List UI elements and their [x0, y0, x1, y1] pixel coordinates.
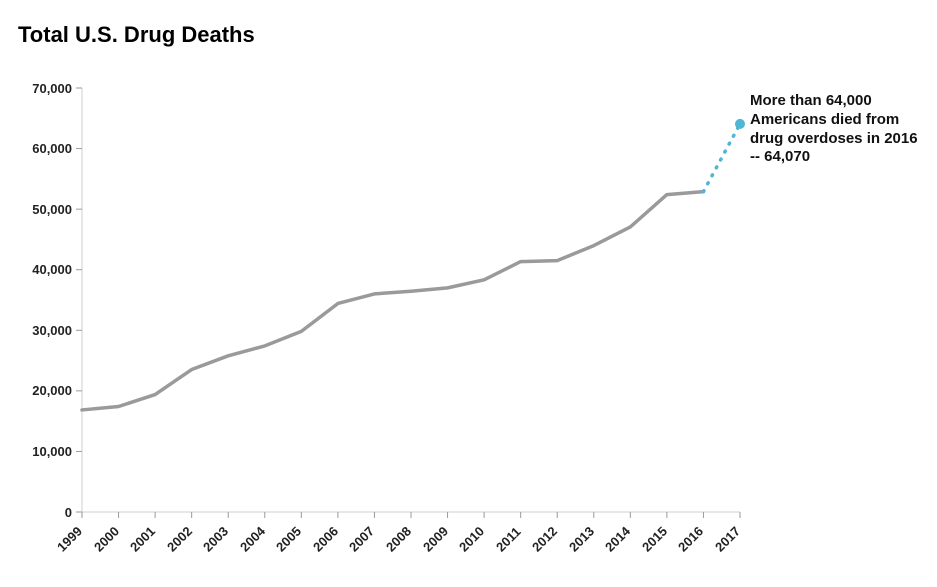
y-tick-label: 50,000	[12, 202, 72, 217]
y-tick-label: 0	[12, 505, 72, 520]
chart-annotation: More than 64,000 Americans died from dru…	[750, 92, 925, 167]
y-tick-label: 60,000	[12, 141, 72, 156]
y-tick-label: 20,000	[12, 383, 72, 398]
y-tick-label: 10,000	[12, 444, 72, 459]
y-tick-label: 40,000	[12, 262, 72, 277]
y-tick-label: 30,000	[12, 323, 72, 338]
y-tick-label: 70,000	[12, 81, 72, 96]
chart-plot	[0, 0, 937, 587]
chart-container: Total U.S. Drug Deaths More than 64,000 …	[0, 0, 937, 587]
